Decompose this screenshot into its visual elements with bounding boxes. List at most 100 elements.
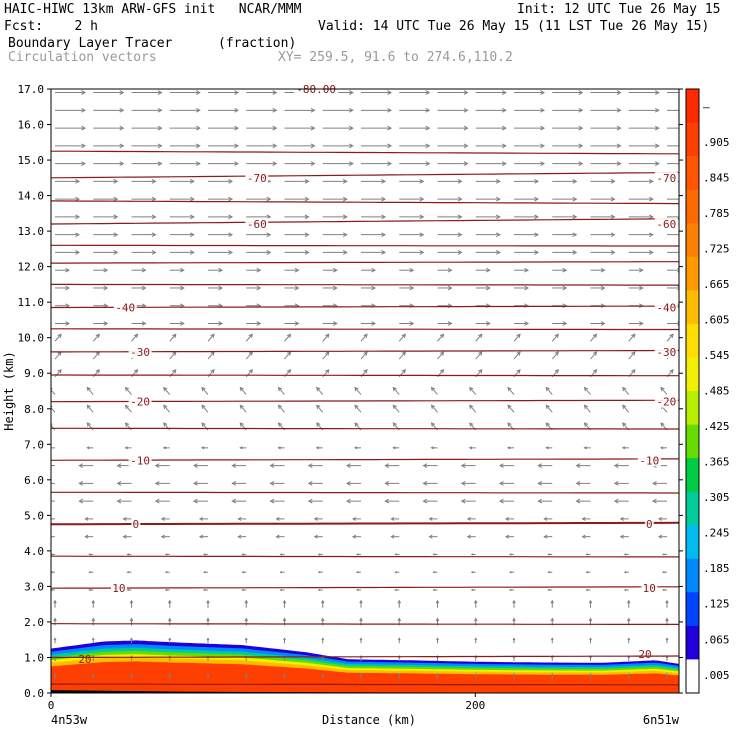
- contour-label: -20: [130, 396, 150, 409]
- vector-arrowhead: [157, 143, 163, 149]
- vector-arrowhead: [277, 386, 283, 392]
- vector-arrowhead: [200, 446, 205, 450]
- x-axis-title: Distance (km): [322, 713, 416, 727]
- vector-arrowhead: [401, 351, 406, 356]
- contour-label-bg: [654, 395, 678, 408]
- vector-arrowhead: [387, 107, 393, 113]
- vector-arrowhead: [164, 588, 168, 592]
- vector-arrowhead: [119, 90, 125, 95]
- vector-arrowhead: [231, 481, 237, 486]
- vector-arrowhead: [84, 534, 89, 539]
- vector-arrowhead: [351, 534, 357, 539]
- vector-arrowhead: [141, 321, 147, 326]
- vector-arrowhead: [310, 143, 316, 149]
- vector-arrowhead: [583, 446, 587, 450]
- wind-vector: [169, 333, 177, 342]
- colorbar-swatch: [686, 458, 699, 493]
- vector-arrowhead: [210, 369, 215, 374]
- vector-arrowhead: [387, 161, 393, 166]
- vector-arrowhead: [189, 179, 195, 184]
- wind-vector: [513, 333, 521, 342]
- vector-arrowhead: [419, 196, 425, 202]
- vector-arrowhead: [610, 232, 616, 238]
- vector-arrowhead: [113, 250, 119, 255]
- vector-arrowhead: [392, 386, 397, 392]
- vector-arrowhead: [228, 214, 234, 220]
- vector-arrowhead: [355, 570, 359, 574]
- vector-arrowhead: [504, 516, 510, 521]
- vector-arrowhead: [657, 516, 663, 521]
- vector-arrowhead: [550, 599, 555, 604]
- isotherm: [51, 283, 679, 286]
- y-tick-label: 15.0: [18, 154, 45, 167]
- y-tick-label: 12.0: [18, 261, 45, 274]
- vector-arrowhead: [648, 250, 654, 255]
- vector-arrowhead: [286, 333, 292, 339]
- vector-arrowhead: [163, 422, 168, 427]
- vector-arrowhead: [648, 232, 654, 238]
- vector-arrowhead: [332, 267, 338, 273]
- vector-arrowhead: [430, 422, 436, 427]
- vector-arrowhead: [397, 617, 402, 622]
- colorbar-label: .245: [703, 527, 730, 540]
- vector-arrowhead: [381, 196, 387, 202]
- wind-vector: [437, 351, 444, 360]
- vector-arrowhead: [651, 498, 657, 504]
- vector-arrowhead: [473, 599, 478, 604]
- vector-arrowhead: [256, 321, 262, 326]
- vector-arrowhead: [616, 161, 622, 166]
- vector-arrowhead: [562, 267, 568, 273]
- vector-arrowhead: [286, 351, 292, 356]
- colorbar-label: .005: [703, 669, 730, 682]
- vector-arrowhead: [498, 463, 504, 468]
- wind-vector: [163, 387, 171, 395]
- y-tick-label: 2.0: [24, 616, 44, 629]
- vector-arrowhead: [534, 250, 540, 255]
- wind-vector: [590, 351, 597, 360]
- vector-arrowhead: [592, 369, 598, 374]
- vector-arrowhead: [239, 404, 244, 409]
- wind-vector: [163, 404, 171, 413]
- vector-arrowhead: [540, 125, 546, 131]
- colorbar-swatch: [686, 357, 699, 392]
- vector-arrowhead: [286, 369, 292, 374]
- vector-arrowhead: [160, 516, 165, 521]
- vector-arrowhead: [269, 498, 275, 504]
- vector-arrowhead: [468, 446, 473, 450]
- vector-arrowhead: [78, 481, 84, 486]
- vector-arrowhead: [51, 570, 53, 574]
- vector-arrowhead: [266, 250, 272, 255]
- vector-arrowhead: [201, 404, 206, 410]
- vector-arrowhead: [88, 570, 91, 574]
- vector-arrowhead: [562, 285, 568, 291]
- vector-arrowhead: [401, 333, 406, 339]
- wind-vector: [207, 333, 215, 342]
- wind-vector: [360, 351, 368, 360]
- vector-arrowhead: [363, 333, 368, 339]
- vector-arrowhead: [394, 588, 397, 592]
- vector-arrowhead: [457, 250, 463, 255]
- vector-arrowhead: [616, 125, 622, 131]
- wind-vector: [245, 351, 253, 360]
- vector-arrowhead: [583, 422, 589, 427]
- vector-arrowhead: [141, 285, 147, 291]
- vector-arrowhead: [547, 570, 550, 574]
- vector-arrowhead: [592, 333, 598, 339]
- vector-arrowhead: [661, 588, 665, 592]
- vector-arrowhead: [363, 369, 368, 374]
- vector-arrowhead: [631, 333, 636, 339]
- vector-arrowhead: [550, 637, 554, 641]
- wind-vector: [92, 333, 100, 342]
- vector-arrowhead: [354, 422, 359, 427]
- wind-vector: [475, 351, 483, 360]
- wind-vector: [584, 387, 591, 395]
- vector-arrowhead: [126, 570, 130, 574]
- vector-arrowhead: [600, 321, 606, 326]
- contour-label-bg: [641, 582, 658, 595]
- isotherm: [51, 328, 679, 331]
- vector-arrowhead: [283, 637, 286, 641]
- vector-arrowhead: [342, 196, 348, 202]
- vector-arrowhead: [316, 386, 321, 392]
- vector-arrowhead: [384, 481, 390, 486]
- vector-arrowhead: [239, 446, 243, 450]
